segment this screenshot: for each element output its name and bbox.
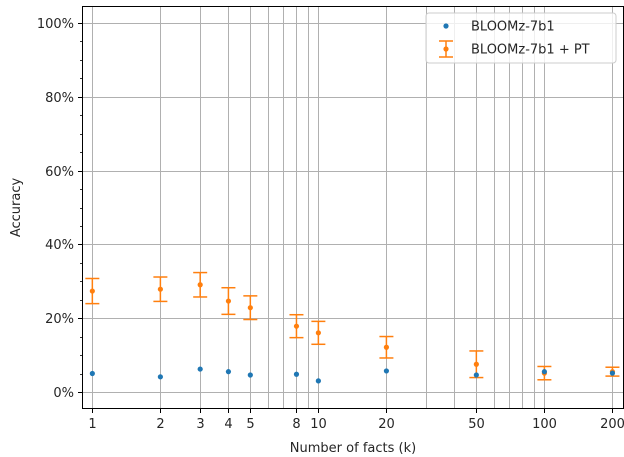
y-tick-label: 60% bbox=[45, 165, 74, 180]
data-point-bloomz-pt bbox=[225, 298, 232, 304]
data-point-bloomz-pt bbox=[383, 344, 390, 350]
data-point-bloomz bbox=[157, 374, 163, 380]
data-point-bloomz-pt bbox=[293, 323, 300, 329]
data-point-bloomz bbox=[293, 371, 300, 377]
x-axis-label: Number of facts (k) bbox=[290, 441, 416, 456]
legend-dot bbox=[443, 23, 449, 29]
data-point-bloomz-pt bbox=[315, 330, 321, 336]
x-tick-label: 5 bbox=[246, 417, 254, 432]
x-tick-label: 8 bbox=[292, 417, 300, 432]
data-point-bloomz-pt bbox=[157, 286, 163, 292]
data-point-bloomz-pt bbox=[473, 361, 479, 367]
series-layer bbox=[85, 271, 620, 384]
y-tick-label: 20% bbox=[45, 312, 74, 327]
x-tick-label: 2 bbox=[156, 417, 164, 432]
data-point-bloomz bbox=[225, 369, 232, 375]
legend-marker-bloomz-pt bbox=[439, 40, 453, 58]
data-point-bloomz bbox=[383, 368, 390, 374]
data-point-bloomz-pt bbox=[247, 305, 253, 311]
data-point-bloomz bbox=[315, 378, 321, 384]
x-tick-label: 1 bbox=[88, 417, 96, 432]
x-tick-label: 4 bbox=[224, 417, 232, 432]
plot-area bbox=[82, 6, 624, 409]
legend-marker-bloomz bbox=[443, 23, 449, 29]
data-point-bloomz bbox=[89, 370, 95, 377]
x-tick-label: 50 bbox=[468, 417, 485, 432]
y-axis-ticks: 0% 20% 40% 60% 80% 100% bbox=[37, 17, 82, 401]
data-point-bloomz bbox=[541, 369, 547, 375]
y-tick-label: 40% bbox=[45, 238, 74, 253]
grid bbox=[82, 6, 624, 409]
x-tick-label: 3 bbox=[196, 417, 204, 432]
y-axis-label: Accuracy bbox=[9, 178, 24, 238]
x-tick-label: 20 bbox=[378, 417, 395, 432]
x-tick-label: 200 bbox=[600, 417, 624, 432]
data-point-bloomz bbox=[609, 370, 616, 376]
legend-box bbox=[425, 12, 617, 64]
x-axis-ticks: 1 2 3 4 5 8 10 20 50 100 200 bbox=[88, 409, 624, 432]
y-tick-label: 80% bbox=[45, 91, 74, 106]
data-point-bloomz bbox=[473, 372, 479, 378]
y-tick-label: 0% bbox=[53, 386, 74, 401]
y-tick-label: 100% bbox=[37, 17, 74, 32]
data-point-bloomz bbox=[197, 366, 203, 372]
legend-label-bloomz-pt: BLOOMz-7b1 + PT bbox=[471, 43, 590, 58]
legend: BLOOMz-7b1 BLOOMz-7b1 + PT bbox=[425, 12, 617, 64]
x-tick-label: 10 bbox=[310, 417, 327, 432]
data-point-bloomz-pt bbox=[89, 288, 95, 294]
legend-label-bloomz: BLOOMz-7b1 bbox=[471, 20, 555, 35]
legend-dot bbox=[443, 46, 449, 52]
data-point-bloomz bbox=[247, 372, 253, 378]
x-tick-label: 100 bbox=[532, 417, 557, 432]
data-point-bloomz-pt bbox=[197, 282, 203, 288]
